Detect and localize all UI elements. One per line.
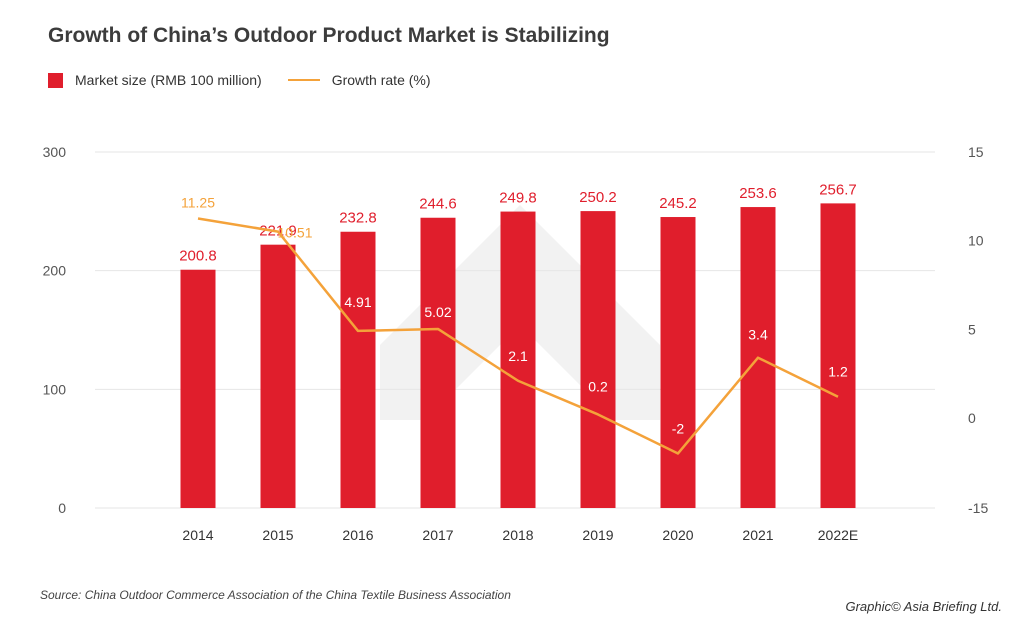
- legend-line-swatch: [287, 79, 320, 81]
- rate-value-label: 5.02: [424, 304, 451, 320]
- bar: [260, 244, 296, 509]
- x-axis: 2014 2015 2016 2017 2018 2019 2020 2021 2022E: [182, 527, 858, 543]
- growth-rate-line: [197, 217, 839, 455]
- bar-value-label: 256.7: [819, 181, 857, 198]
- rate-value-label: -2: [672, 420, 685, 436]
- source-note: Source: China Outdoor Commerce Associati…: [40, 588, 511, 602]
- x-tick-label: 2016: [342, 527, 373, 543]
- left-axis: 0 100 200 300: [43, 144, 67, 516]
- right-tick-label: 15: [968, 144, 984, 160]
- right-axis: -15 0 5 10 15: [968, 144, 988, 516]
- right-tick-label: -15: [968, 500, 988, 516]
- legend-bar-label: Market size (RMB 100 million): [75, 72, 262, 88]
- rate-value-label: 2.1: [508, 348, 528, 364]
- rate-value-label: 10.51: [277, 225, 312, 241]
- x-tick-label: 2022E: [818, 527, 858, 543]
- bar-value-label: 232.8: [339, 210, 377, 227]
- x-tick-label: 2014: [182, 527, 213, 543]
- bar-value-label: 244.6: [419, 196, 457, 213]
- rate-value-label: 4.91: [344, 294, 371, 310]
- legend-line-label: Growth rate (%): [331, 72, 431, 88]
- x-tick-label: 2015: [262, 527, 293, 543]
- left-tick-label: 100: [43, 381, 67, 397]
- x-tick-label: 2021: [742, 527, 773, 543]
- bar-value-label: 200.8: [179, 248, 217, 265]
- chart-title: Growth of China’s Outdoor Product Market…: [48, 24, 610, 47]
- x-tick-label: 2018: [502, 527, 533, 543]
- legend: Market size (RMB 100 million) Growth rat…: [48, 72, 431, 88]
- right-tick-label: 10: [968, 233, 984, 249]
- x-tick-label: 2020: [662, 527, 693, 543]
- bar-value-label: 253.6: [739, 185, 777, 202]
- bar: [180, 269, 216, 508]
- left-tick-label: 200: [43, 263, 67, 279]
- rate-labels: 11.25 10.51 4.91 5.02 2.1 0.2 -2 3.4 1.2: [181, 195, 848, 437]
- bar-value-label: 250.2: [579, 189, 617, 206]
- x-tick-label: 2019: [582, 527, 613, 543]
- bar-value-label: 249.8: [499, 190, 537, 207]
- rate-value-label: 11.25: [181, 195, 215, 211]
- rate-value-label: 1.2: [828, 364, 848, 380]
- left-tick-label: 300: [43, 144, 67, 160]
- rate-value-label: 3.4: [748, 327, 768, 343]
- right-tick-label: 5: [968, 321, 976, 337]
- bar: [820, 203, 856, 508]
- right-tick-label: 0: [968, 410, 976, 426]
- bar-series: [180, 203, 856, 509]
- bar: [660, 217, 696, 508]
- rate-value-label: 0.2: [588, 378, 608, 394]
- bar-value-label: 245.2: [659, 195, 697, 212]
- legend-bar-swatch: [48, 72, 63, 88]
- line-series: [197, 217, 839, 455]
- bar: [500, 211, 536, 508]
- bar: [580, 211, 616, 508]
- x-tick-label: 2017: [422, 527, 453, 543]
- bar: [420, 217, 456, 508]
- left-tick-label: 0: [58, 500, 66, 516]
- bar: [340, 231, 376, 508]
- graphic-credit: Graphic© Asia Briefing Ltd.: [845, 599, 1002, 614]
